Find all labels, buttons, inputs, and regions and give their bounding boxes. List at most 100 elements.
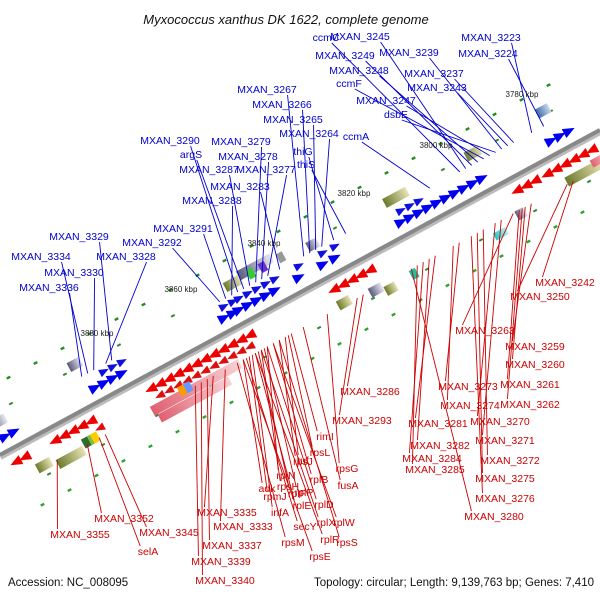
blue-gene-label[interactable]: MXAN_3330 [44, 267, 104, 279]
red-gene-label[interactable]: MXAN_3274 [440, 400, 500, 412]
red-gene-label[interactable]: MXAN_3339 [191, 556, 251, 568]
red-gene-label[interactable]: MXAN_3260 [505, 359, 565, 371]
blue-gene-label[interactable]: MXAN_3265 [263, 114, 323, 126]
blue-gene-label[interactable]: MXAN_3248 [329, 65, 389, 77]
red-gene-label[interactable]: rimI [316, 431, 334, 443]
red-gene-label[interactable]: MXAN_3335 [197, 507, 257, 519]
red-gene-label[interactable]: infA [271, 507, 289, 519]
gene-arrow [474, 174, 488, 186]
red-gene-label[interactable]: rplX [317, 517, 336, 529]
blue-gene-label[interactable]: ccmF [336, 78, 362, 90]
red-gene-label[interactable]: rpsS [336, 537, 358, 549]
red-gene-label[interactable]: rplB [310, 474, 329, 486]
red-gene-label[interactable]: MXAN_3345 [139, 527, 199, 539]
blue-gene-label[interactable]: MXAN_3283 [210, 181, 270, 193]
red-gene-label[interactable]: secY [293, 521, 316, 533]
red-gene-label[interactable]: rplN [276, 470, 295, 482]
blue-leader-line [401, 119, 496, 153]
gene-arrow [87, 384, 101, 395]
blue-gene-label[interactable]: MXAN_3223 [461, 32, 521, 44]
red-gene-label[interactable]: rpsH [277, 481, 299, 493]
blue-gene-label[interactable]: MXAN_3267 [237, 84, 297, 96]
red-gene-label[interactable]: MXAN_3259 [505, 341, 565, 353]
red-gene-label[interactable]: adk [259, 483, 277, 495]
red-gene-label[interactable]: MXAN_3337 [202, 540, 262, 552]
blue-leader-line [311, 169, 347, 234]
red-gene-label[interactable]: selA [138, 546, 158, 558]
red-gene-label[interactable]: MXAN_3271 [475, 435, 535, 447]
blue-gene-label[interactable]: MXAN_3237 [404, 68, 464, 80]
red-gene-label[interactable]: MXAN_3273 [438, 381, 498, 393]
red-gene-label[interactable]: rpsE [309, 551, 331, 563]
red-gene-label[interactable]: rplE [293, 500, 312, 512]
blue-gene-label[interactable]: MXAN_3278 [218, 151, 278, 163]
blue-gene-label[interactable]: MXAN_3288 [182, 195, 242, 207]
gc-dash [586, 179, 592, 184]
red-gene-label[interactable]: tuf [297, 455, 309, 467]
gene-arrow [260, 281, 271, 290]
blue-gene-label[interactable]: MXAN_3328 [96, 251, 156, 263]
blue-gene-label[interactable]: ccmA [343, 131, 369, 143]
blue-gene-label[interactable]: MXAN_3287 [179, 164, 239, 176]
blue-gene-label[interactable]: argS [180, 149, 202, 161]
red-gene-label[interactable]: rplF [288, 488, 306, 500]
blue-gene-label[interactable]: MXAN_3336 [19, 282, 79, 294]
red-gene-label[interactable]: MXAN_3285 [405, 464, 465, 476]
blue-gene-label[interactable]: MXAN_3279 [211, 136, 271, 148]
red-gene-label[interactable]: rpmJ [263, 491, 286, 503]
red-gene-label[interactable]: rplW [333, 517, 355, 529]
red-gene-label[interactable]: MXAN_3282 [410, 440, 470, 452]
red-gene-label[interactable]: MXAN_3272 [480, 455, 540, 467]
blue-gene-label[interactable]: MXAN_3243 [407, 82, 467, 94]
red-gene-label[interactable]: MXAN_3281 [408, 418, 468, 430]
gene-arrow [447, 189, 461, 200]
red-gene-label[interactable]: fusA [337, 480, 358, 492]
red-leader-line [347, 294, 364, 387]
blue-gene-label[interactable]: thiG [293, 146, 312, 158]
blue-gene-label[interactable]: MXAN_3239 [379, 47, 439, 59]
red-gene-label[interactable]: MXAN_3340 [195, 575, 255, 587]
red-gene-label[interactable]: rpsM [281, 537, 304, 549]
red-gene-label[interactable]: MXAN_3333 [213, 521, 273, 533]
red-gene-label[interactable]: MXAN_3250 [510, 291, 570, 303]
blue-gene-label[interactable]: thiS [297, 159, 315, 171]
red-gene-label[interactable]: MXAN_3261 [500, 379, 560, 391]
blue-leader-line [172, 247, 221, 303]
red-gene-label[interactable]: rpsL [310, 447, 331, 459]
blue-gene-label[interactable]: MXAN_3290 [140, 135, 200, 147]
blue-gene-label[interactable]: MXAN_3277 [236, 164, 296, 176]
red-gene-label[interactable]: MXAN_3280 [464, 511, 524, 523]
red-gene-label[interactable]: MXAN_3284 [402, 453, 462, 465]
red-gene-label[interactable]: MXAN_3242 [535, 277, 595, 289]
red-gene-label[interactable]: MXAN_3270 [470, 416, 530, 428]
red-gene-label[interactable]: rpsJ [293, 456, 313, 468]
blue-gene-label[interactable]: MXAN_3329 [49, 231, 109, 243]
blue-gene-label[interactable]: MXAN_3334 [11, 251, 71, 263]
blue-gene-label[interactable]: MXAN_3264 [279, 128, 339, 140]
blue-gene-label[interactable]: MXAN_3291 [153, 223, 213, 235]
red-gene-label[interactable]: MXAN_3293 [332, 415, 392, 427]
blue-gene-label[interactable]: dsbE [384, 109, 408, 121]
red-gene-label[interactable]: MXAN_3286 [340, 386, 400, 398]
red-gene-label[interactable]: MXAN_3262 [500, 399, 560, 411]
gene-arrow [10, 455, 24, 466]
blue-gene-label[interactable]: MXAN_3249 [315, 50, 375, 62]
red-gene-label[interactable]: rplD [314, 499, 334, 511]
blue-gene-label[interactable]: MXAN_3266 [252, 99, 312, 111]
blue-leader-line [331, 42, 461, 173]
red-gene-label[interactable]: rplR [320, 534, 340, 546]
red-gene-label[interactable]: MXAN_3263 [455, 325, 515, 337]
kbp-scale-label: 3820 kbp [338, 189, 371, 198]
blue-gene-label[interactable]: MXAN_3245 [330, 31, 390, 43]
blue-gene-label[interactable]: MXAN_3224 [458, 48, 518, 60]
blue-gene-label[interactable]: MXAN_3292 [122, 237, 182, 249]
red-gene-label[interactable]: MXAN_3352 [94, 513, 154, 525]
red-gene-label[interactable]: MXAN_3355 [50, 529, 110, 541]
blue-gene-label[interactable]: ccmC [313, 32, 340, 44]
blue-leader-line [229, 174, 251, 286]
red-gene-label[interactable]: MXAN_3276 [475, 493, 535, 505]
blue-gene-label[interactable]: MXAN_3247 [356, 95, 416, 107]
red-gene-label[interactable]: MXAN_3275 [475, 473, 535, 485]
red-gene-label[interactable]: rpsG [336, 463, 359, 475]
red-gene-label[interactable]: rplP [295, 487, 314, 499]
